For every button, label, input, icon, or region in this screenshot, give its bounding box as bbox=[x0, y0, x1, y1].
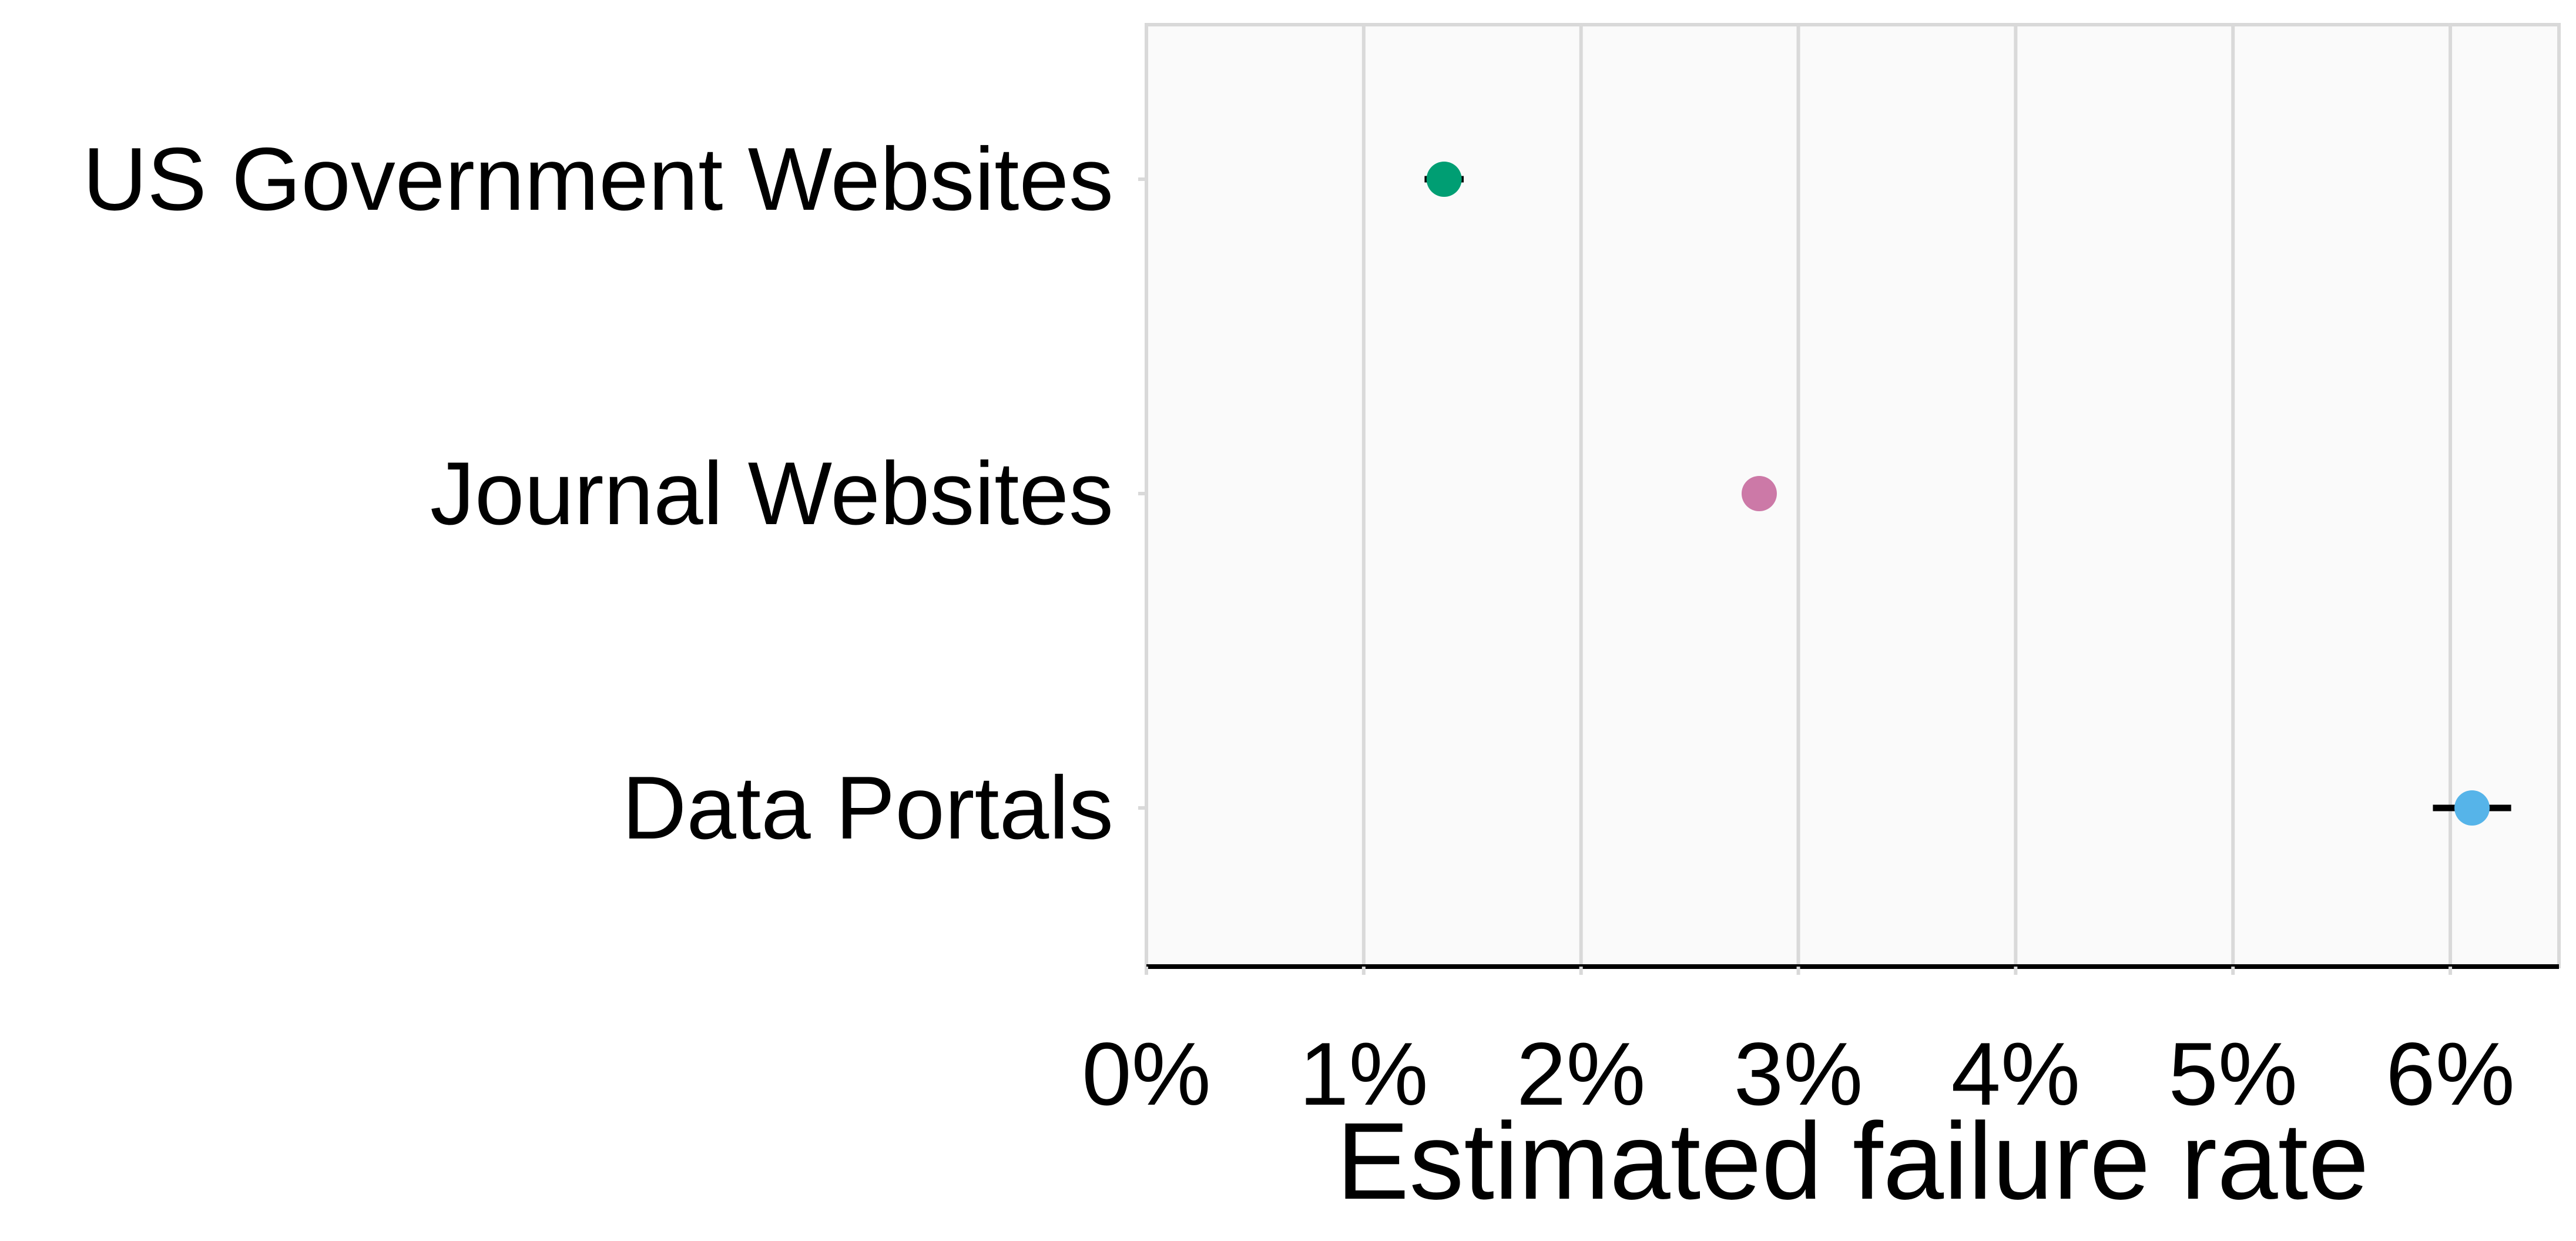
y-category-label: Data Portals bbox=[622, 758, 1113, 858]
data-points bbox=[1426, 162, 2490, 826]
y-category-labels: US Government Websites Journal Websites Da… bbox=[83, 129, 1113, 858]
x-tick-label: 5% bbox=[2168, 1024, 2297, 1124]
x-tick-label: 3% bbox=[1734, 1024, 1863, 1124]
vertical-gridlines bbox=[1361, 25, 2453, 967]
x-tick-label: 2% bbox=[1517, 1024, 1646, 1124]
data-point bbox=[1426, 162, 1462, 197]
x-tick-label: 4% bbox=[1951, 1024, 2081, 1124]
y-category-label: US Government Websites bbox=[83, 129, 1113, 229]
plot-panel bbox=[1145, 23, 2561, 968]
x-axis-ticks bbox=[1145, 967, 2453, 975]
data-point bbox=[1741, 476, 1777, 511]
x-axis-title: Estimated failure rate bbox=[1336, 1101, 2369, 1222]
x-tick-label: 0% bbox=[1082, 1024, 1211, 1124]
x-tick-labels: 0% 1% 2% 3% 4% 5% 6% bbox=[1082, 1024, 2515, 1124]
data-point bbox=[2454, 790, 2490, 826]
y-category-label: Journal Websites bbox=[430, 444, 1113, 544]
x-tick-label: 6% bbox=[2386, 1024, 2515, 1124]
x-tick-label: 1% bbox=[1299, 1024, 1428, 1124]
y-axis-ticks bbox=[1138, 177, 1146, 810]
